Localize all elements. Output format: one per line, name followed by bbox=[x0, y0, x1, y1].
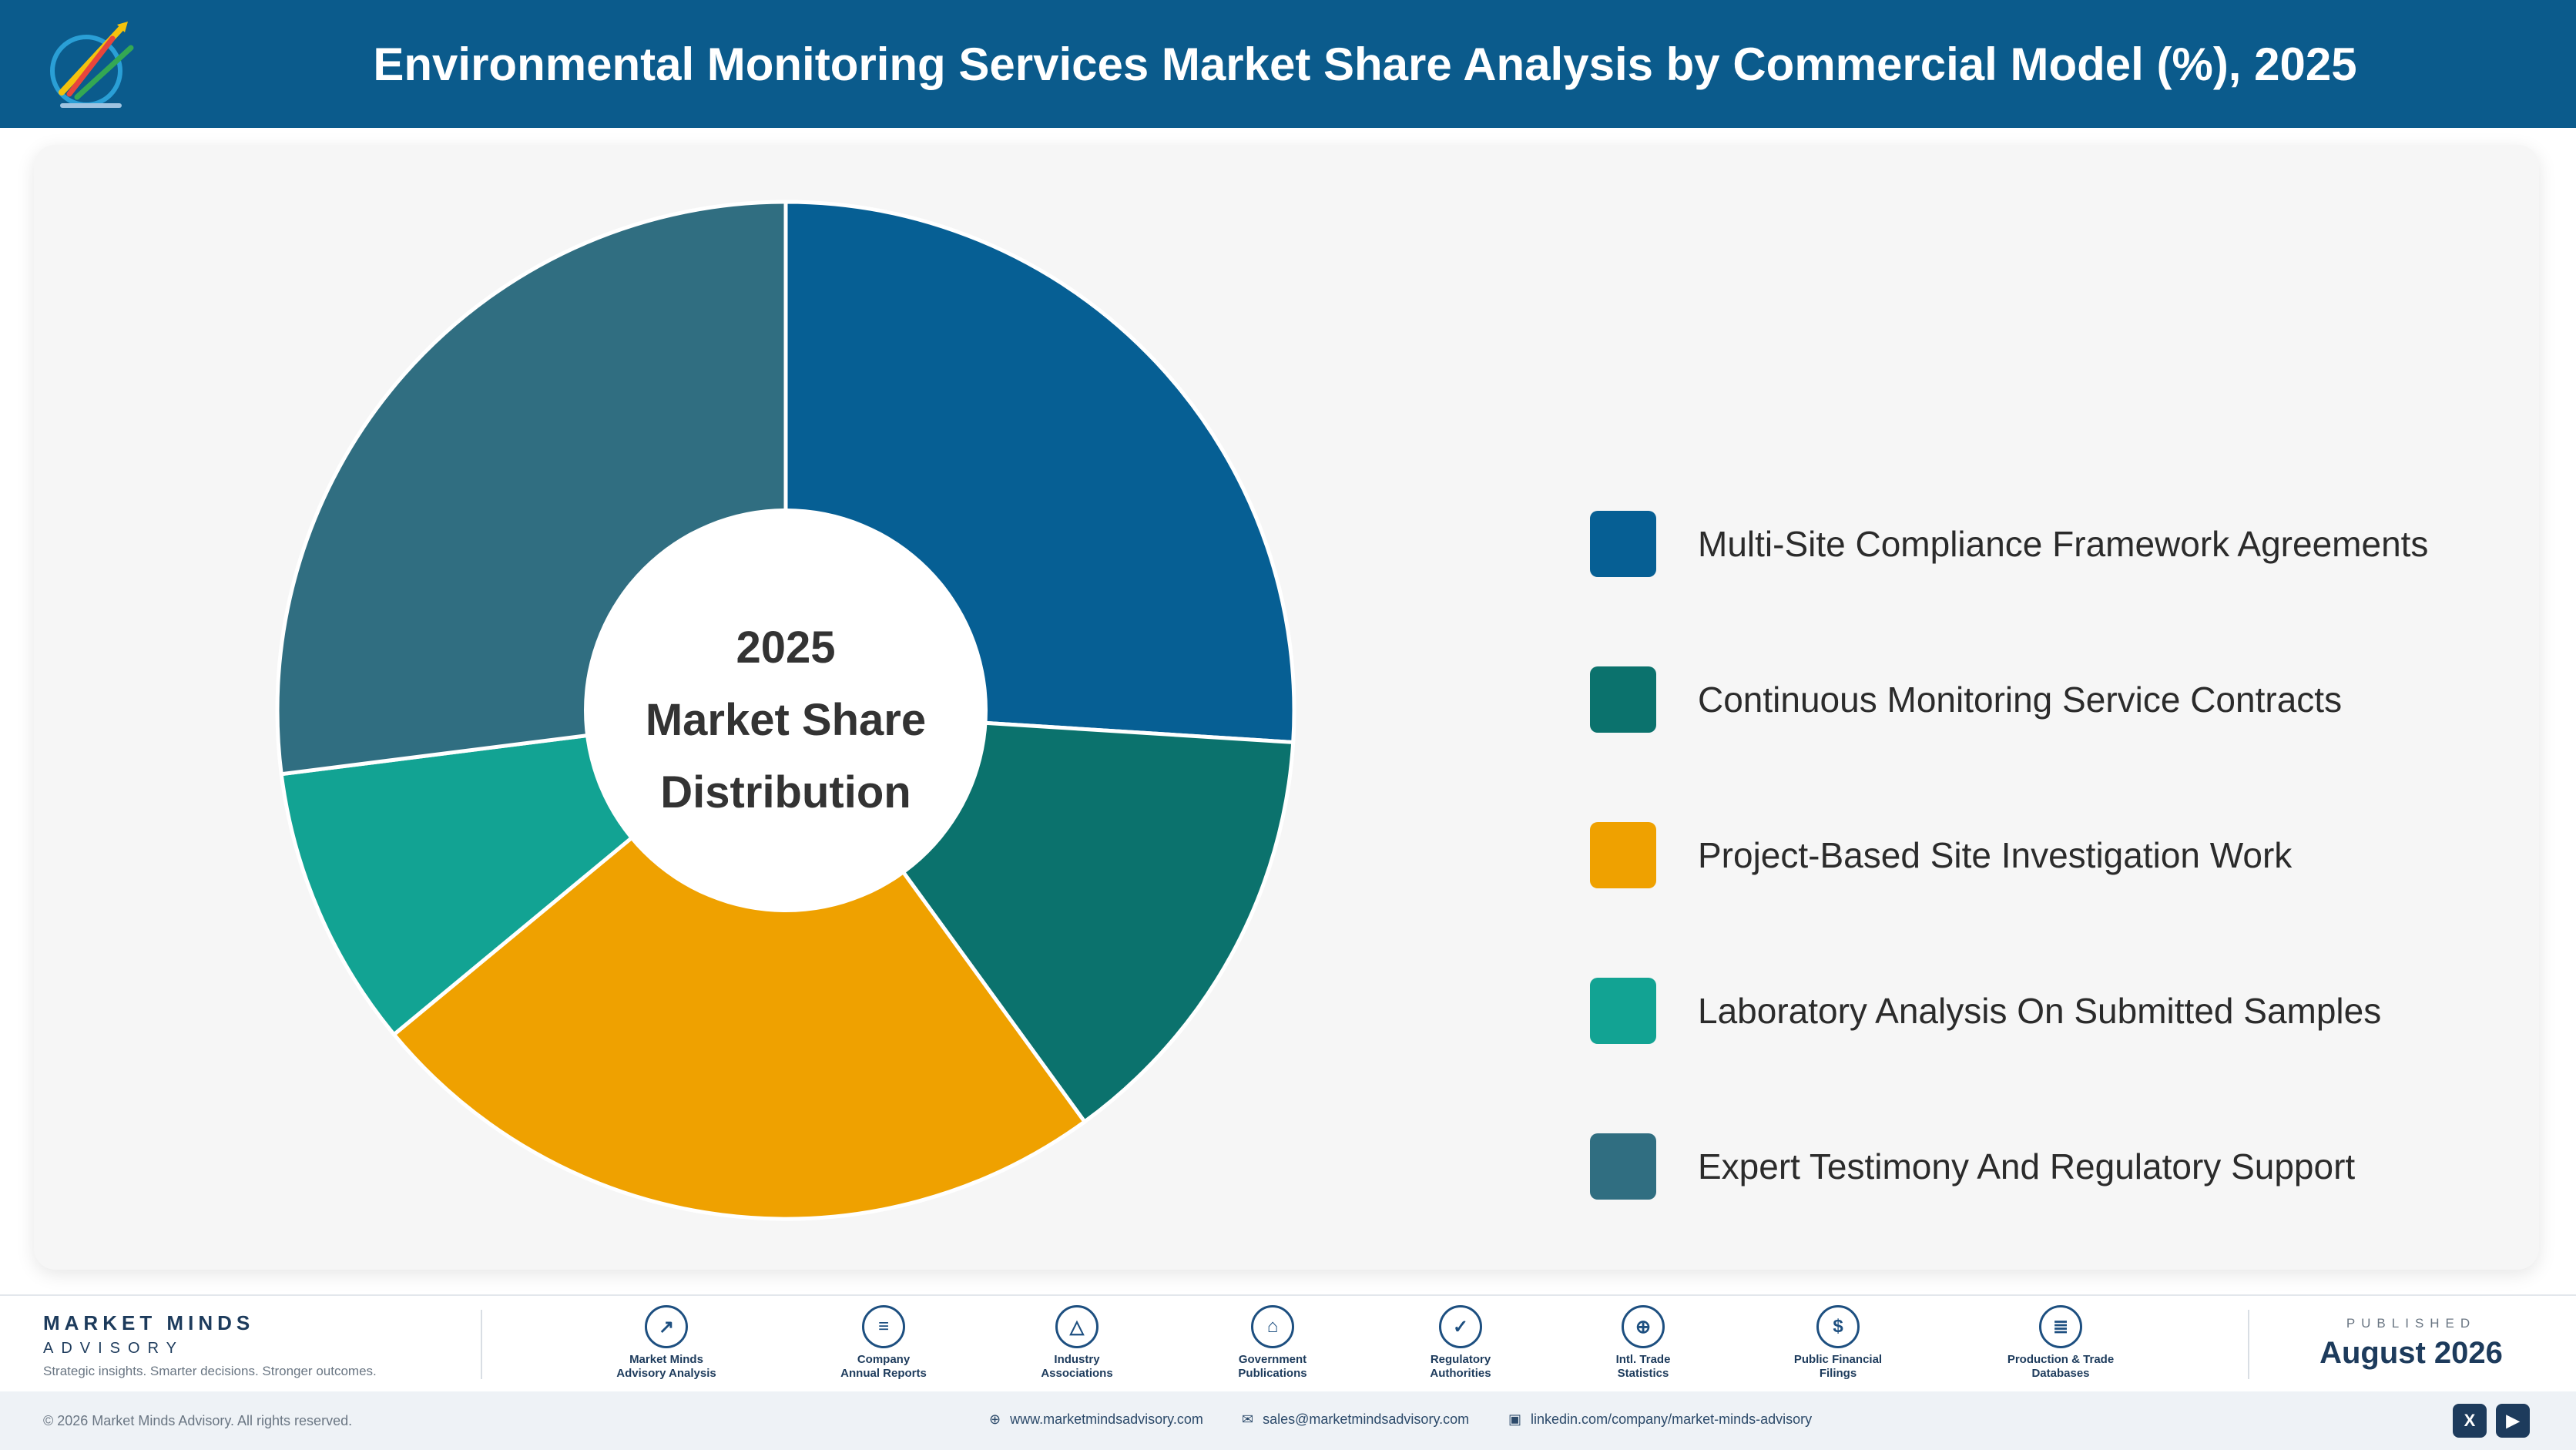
chart-line-icon: ↗ bbox=[645, 1305, 688, 1348]
source-item: ⌂ Government Publications bbox=[1192, 1305, 1353, 1381]
center-label-line3: Distribution bbox=[660, 767, 911, 817]
pie-chart: 2025 Market Share Distribution bbox=[275, 200, 1296, 1221]
x-social-button[interactable]: X bbox=[2453, 1404, 2487, 1438]
published-block: PUBLISHED August 2026 bbox=[2265, 1316, 2558, 1371]
source-item: $ Public Financial Filings bbox=[1757, 1305, 1919, 1381]
footer-contact-bar: © 2026 Market Minds Advisory. All rights… bbox=[0, 1391, 2576, 1450]
mail-icon: ✉ bbox=[1242, 1411, 1254, 1427]
donut-hole bbox=[584, 509, 988, 912]
divider bbox=[481, 1310, 482, 1379]
source-item: ✓ Regulatory Authorities bbox=[1380, 1305, 1541, 1381]
source-item: ⊕ Intl. Trade Statistics bbox=[1562, 1305, 1724, 1381]
source-label-line1: Regulatory bbox=[1430, 1353, 1491, 1366]
legend-swatch bbox=[1590, 511, 1656, 577]
legend-swatch bbox=[1590, 822, 1656, 888]
legend-item: Continuous Monitoring Service Contracts bbox=[1590, 666, 2514, 733]
source-label-line2: Statistics bbox=[1617, 1367, 1669, 1380]
pie-slice-3 bbox=[391, 707, 1088, 1221]
published-date: August 2026 bbox=[2319, 1336, 2503, 1370]
website-link[interactable]: ⊕ www.marketmindsadvisory.com bbox=[989, 1411, 1203, 1428]
legend-item: Expert Testimony And Regulatory Support bbox=[1590, 1133, 2514, 1200]
brand-block: MARKET MINDS ADVISORY Strategic insights… bbox=[43, 1311, 377, 1379]
source-label-line2: Advisory Analysis bbox=[616, 1367, 716, 1380]
linkedin-icon: ▣ bbox=[1508, 1411, 1522, 1427]
source-label-line2: Annual Reports bbox=[840, 1367, 927, 1380]
source-label-line2: Associations bbox=[1041, 1367, 1113, 1380]
chart-card: 2025 Market Share Distribution Multi-Sit… bbox=[34, 145, 2539, 1270]
legend-swatch bbox=[1590, 1133, 1656, 1200]
source-label-line2: Databases bbox=[2031, 1367, 2090, 1380]
legend-item: Project-Based Site Investigation Work bbox=[1590, 821, 2514, 889]
legend-item: Laboratory Analysis On Submitted Samples bbox=[1590, 977, 2514, 1045]
email-link[interactable]: ✉ sales@marketmindsadvisory.com bbox=[1242, 1411, 1469, 1428]
building-icon: ⌂ bbox=[1251, 1305, 1294, 1348]
published-label: PUBLISHED bbox=[2346, 1316, 2477, 1331]
website-text: www.marketmindsadvisory.com bbox=[1010, 1411, 1203, 1427]
source-label-line2: Publications bbox=[1238, 1367, 1307, 1380]
source-label-line2: Filings bbox=[1819, 1367, 1857, 1380]
logo-icon bbox=[50, 22, 134, 108]
source-item: ≡ Company Annual Reports bbox=[803, 1305, 964, 1381]
brand-name: MARKET MINDS bbox=[43, 1311, 255, 1334]
legend-label: Multi-Site Compliance Framework Agreemen… bbox=[1698, 524, 2429, 564]
chart-legend: Multi-Site Compliance Framework Agreemen… bbox=[1590, 510, 2514, 1288]
source-label-line1: Company bbox=[857, 1353, 911, 1366]
email-text: sales@marketmindsadvisory.com bbox=[1263, 1411, 1470, 1427]
source-label-line1: Intl. Trade bbox=[1615, 1353, 1671, 1366]
page-title: Environmental Monitoring Services Market… bbox=[373, 38, 2357, 90]
footer-sources-bar: MARKET MINDS ADVISORY Strategic insights… bbox=[0, 1294, 2576, 1391]
divider bbox=[2248, 1310, 2249, 1379]
shield-icon: ✓ bbox=[1439, 1305, 1482, 1348]
document-icon: ≡ bbox=[862, 1305, 905, 1348]
legend-swatch bbox=[1590, 666, 1656, 733]
legend-item: Multi-Site Compliance Framework Agreemen… bbox=[1590, 510, 2514, 578]
youtube-social-button[interactable]: ▶ bbox=[2496, 1404, 2530, 1438]
linkedin-text: linkedin.com/company/market-minds-adviso… bbox=[1531, 1411, 1813, 1427]
legend-swatch bbox=[1590, 978, 1656, 1044]
legend-label: Project-Based Site Investigation Work bbox=[1698, 835, 2293, 875]
linkedin-link[interactable]: ▣ linkedin.com/company/market-minds-advi… bbox=[1508, 1411, 1812, 1428]
database-icon: ≣ bbox=[2039, 1305, 2082, 1348]
source-label-line1: Market Minds bbox=[629, 1353, 703, 1366]
source-item: ↗ Market Minds Advisory Analysis bbox=[585, 1305, 747, 1381]
source-label-line1: Industry bbox=[1054, 1353, 1100, 1366]
brand-tagline: Strategic insights. Smarter decisions. S… bbox=[43, 1364, 377, 1378]
source-item: ≣ Production & Trade Databases bbox=[1980, 1305, 2142, 1381]
copyright-text: © 2026 Market Minds Advisory. All rights… bbox=[43, 1413, 353, 1428]
source-label-line1: Production & Trade bbox=[2007, 1353, 2115, 1366]
legend-label: Continuous Monitoring Service Contracts bbox=[1698, 680, 2343, 720]
globe-icon: ⊕ bbox=[1622, 1305, 1665, 1348]
sources-list: ↗ Market Minds Advisory Analysis ≡ Compa… bbox=[585, 1305, 2142, 1390]
center-label-line2: Market Share bbox=[646, 695, 926, 745]
source-item: △ Industry Associations bbox=[996, 1305, 1158, 1381]
source-label-line1: Public Financial bbox=[1793, 1353, 1883, 1366]
center-label-year: 2025 bbox=[736, 623, 835, 673]
source-label-line2: Authorities bbox=[1430, 1367, 1491, 1380]
legend-label: Expert Testimony And Regulatory Support bbox=[1698, 1146, 2356, 1187]
legend-label: Laboratory Analysis On Submitted Samples bbox=[1698, 991, 2382, 1031]
header-bar: Environmental Monitoring Services Market… bbox=[0, 0, 2576, 128]
globe-icon: ⊕ bbox=[989, 1411, 1001, 1427]
source-label-line1: Government bbox=[1238, 1353, 1307, 1366]
brand-subtitle: ADVISORY bbox=[43, 1340, 184, 1357]
dollar-icon: $ bbox=[1816, 1305, 1860, 1348]
network-icon: △ bbox=[1055, 1305, 1098, 1348]
